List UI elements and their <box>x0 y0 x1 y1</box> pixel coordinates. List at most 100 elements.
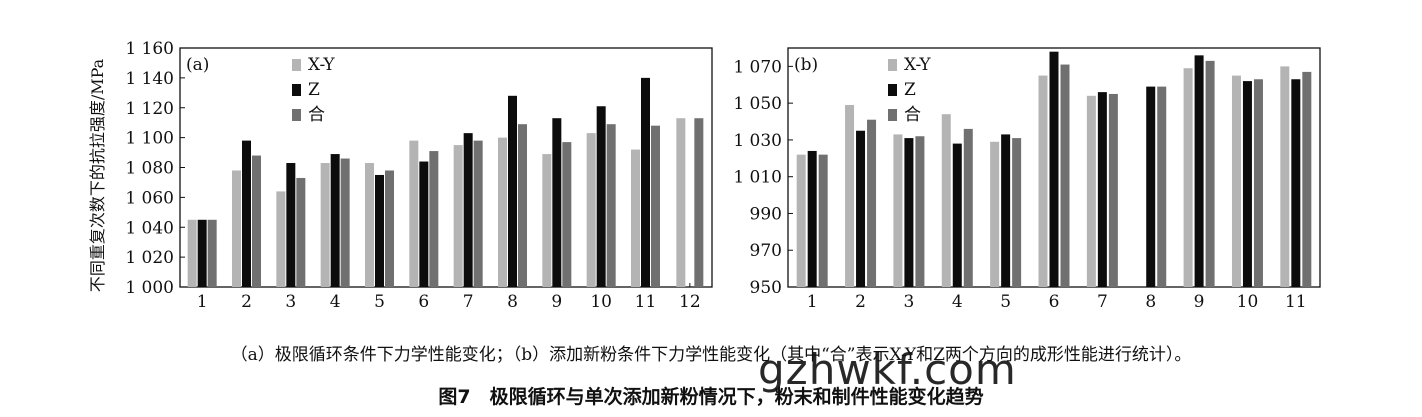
legend-swatch-Z <box>292 84 301 96</box>
x-tick-label: 5 <box>374 292 385 312</box>
bar-合-4 <box>963 128 973 287</box>
bar-合-11 <box>1302 71 1312 288</box>
y-tick-label: 970 <box>750 241 782 261</box>
x-tick-label: 5 <box>1000 292 1011 312</box>
bar-Z-11 <box>641 77 650 287</box>
bar-X-Y-11 <box>1280 66 1290 287</box>
legend-label-Z: Z <box>308 80 320 100</box>
x-tick-label: 9 <box>1194 292 1205 312</box>
panel-label: (b) <box>794 55 818 75</box>
panel-label: (a) <box>186 55 209 75</box>
bar-合-9 <box>1205 60 1215 287</box>
bar-Z-8 <box>508 95 517 287</box>
bar-Z-3 <box>286 163 296 287</box>
bar-Z-9 <box>552 118 562 287</box>
bar-合-7 <box>473 140 483 287</box>
bar-合-1 <box>818 154 828 287</box>
y-axis-title: 不同重复次数下的抗拉强度/MPa <box>88 58 107 292</box>
bar-合-10 <box>1253 79 1263 287</box>
bar-Z-11 <box>1291 79 1301 287</box>
bar-X-Y-2 <box>232 170 241 287</box>
legend-swatch-合 <box>292 109 301 121</box>
bar-X-Y-5 <box>990 141 1000 287</box>
legend-swatch-X-Y <box>888 59 897 71</box>
bar-extra-12 <box>694 118 704 287</box>
bar-X-Y-3 <box>893 134 903 287</box>
bar-合-10 <box>606 124 616 288</box>
legend-label-X-Y: X-Y <box>904 55 931 75</box>
legend-label-Z: Z <box>904 80 916 100</box>
x-tick-label: 6 <box>1049 292 1060 312</box>
x-tick-label: 10 <box>1237 292 1259 312</box>
x-tick-label: 9 <box>551 292 562 312</box>
subcaption: （a）极限循环条件下力学性能变化；（b）添加新粉条件下力学性能变化（其中“合”表… <box>230 345 1192 365</box>
bar-X-Y-6 <box>409 140 419 287</box>
legend-label-合: 合 <box>904 105 921 125</box>
bar-X-Y-10 <box>1231 75 1241 287</box>
bar-X-Y-3 <box>276 191 286 287</box>
x-tick-label: 6 <box>418 292 429 312</box>
x-tick-label: 4 <box>330 292 341 312</box>
y-tick-label: 1 000 <box>125 278 174 298</box>
y-tick-label: 1 140 <box>125 69 174 89</box>
bar-Z-10 <box>1242 81 1252 287</box>
bar-X-Y-1 <box>187 219 197 287</box>
bar-Z-4 <box>952 143 962 287</box>
bar-合-6 <box>429 151 439 287</box>
bar-合-3 <box>915 136 925 287</box>
y-tick-label: 1 060 <box>125 188 174 208</box>
bar-合-5 <box>1012 138 1022 287</box>
bar-extra-12 <box>676 118 686 287</box>
bar-合-2 <box>252 155 261 287</box>
bar-X-Y-8 <box>498 137 507 287</box>
y-tick-label: 1 120 <box>125 99 174 119</box>
y-tick-label: 1 080 <box>125 159 174 179</box>
y-tick-label: 1 040 <box>125 218 174 238</box>
legend-swatch-Z <box>888 84 897 96</box>
x-tick-label: 10 <box>590 292 612 312</box>
bar-X-Y-2 <box>845 104 855 287</box>
bar-Z-7 <box>463 133 473 287</box>
x-tick-label: 11 <box>1285 292 1307 312</box>
bar-Z-2 <box>856 130 866 287</box>
y-tick-label: 950 <box>750 278 782 298</box>
bar-Z-6 <box>1049 51 1059 287</box>
bar-Z-1 <box>197 219 207 287</box>
bar-合-3 <box>296 177 306 287</box>
legend-swatch-X-Y <box>292 59 301 71</box>
y-tick-label: 1 050 <box>733 94 782 114</box>
x-tick-label: 1 <box>197 292 208 312</box>
bar-合-2 <box>867 119 877 287</box>
x-tick-label: 1 <box>807 292 818 312</box>
bar-Z-4 <box>330 154 340 287</box>
x-tick-label: 8 <box>1145 292 1156 312</box>
x-tick-label: 3 <box>903 292 914 312</box>
bar-合-4 <box>340 158 350 287</box>
bar-合-1 <box>207 219 217 287</box>
bar-合-8 <box>1157 86 1167 287</box>
bar-合-8 <box>518 124 527 288</box>
y-tick-label: 1 020 <box>125 248 174 268</box>
figure-caption: 图7 极限循环与单次添加新粉情况下，粉末和制件性能变化趋势 <box>438 386 984 408</box>
legend-label-X-Y: X-Y <box>308 55 335 75</box>
watermark: gzhwkf.com <box>758 345 1017 394</box>
x-tick-label: 2 <box>855 292 866 312</box>
x-tick-label: 11 <box>635 292 657 312</box>
bar-X-Y-1 <box>796 154 806 287</box>
y-tick-label: 1 030 <box>733 131 782 151</box>
bar-X-Y-9 <box>542 154 552 287</box>
y-tick-label: 1 160 <box>125 39 174 59</box>
bar-X-Y-4 <box>320 163 330 287</box>
y-tick-label: 1 070 <box>733 57 782 77</box>
bar-X-Y-4 <box>941 114 951 287</box>
bar-X-Y-11 <box>631 149 640 287</box>
legend-swatch-合 <box>888 109 897 121</box>
bar-合-6 <box>1060 64 1070 288</box>
y-tick-label: 1 100 <box>125 129 174 149</box>
bar-X-Y-7 <box>453 145 463 287</box>
x-tick-label: 2 <box>241 292 252 312</box>
bar-Z-9 <box>1194 55 1204 287</box>
bar-合-11 <box>651 125 660 287</box>
x-tick-label: 4 <box>952 292 963 312</box>
bar-Z-3 <box>904 138 914 287</box>
